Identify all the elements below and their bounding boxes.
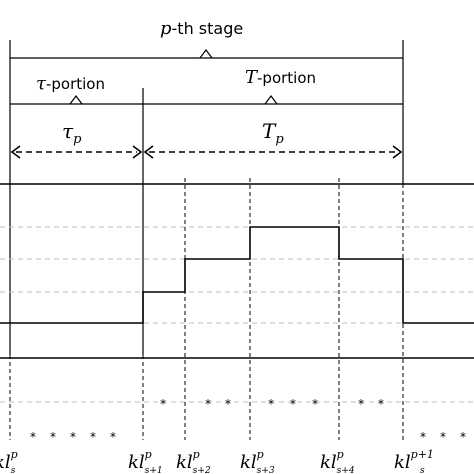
T-duration-arrow: [143, 145, 403, 159]
star: *: [30, 430, 36, 444]
star-markers: * * * * * * * * * * * * * * * *: [30, 397, 466, 444]
tau-portion-label: τ-portion: [36, 73, 105, 94]
tick-label-1: klp s+1: [128, 448, 163, 474]
T-p-label: Tp: [262, 119, 284, 147]
T-portion-label: T-portion: [245, 67, 316, 88]
star: *: [90, 430, 96, 444]
step-waveform: [0, 226, 474, 324]
star: *: [70, 430, 76, 444]
star: *: [420, 430, 426, 444]
star: *: [160, 397, 166, 411]
star: *: [460, 430, 466, 444]
star: *: [225, 397, 231, 411]
star: *: [290, 397, 296, 411]
stage-label: p-th stage: [160, 18, 243, 39]
tau-p-label: τp: [62, 119, 82, 147]
tick-label-5: klp+1 s: [394, 448, 434, 474]
tick-label-3: klp s+3: [240, 448, 275, 474]
star: *: [268, 397, 274, 411]
tick-label-4: klp s+4: [320, 448, 355, 474]
stage-brace: [9, 40, 404, 355]
star: *: [358, 397, 364, 411]
star: *: [440, 430, 446, 444]
tick-label-2: klp s+2: [176, 448, 211, 474]
star: *: [110, 430, 116, 444]
star: *: [50, 430, 56, 444]
star: *: [312, 397, 318, 411]
tau-duration-arrow: [10, 145, 143, 159]
star: *: [205, 397, 211, 411]
star: *: [378, 397, 384, 411]
